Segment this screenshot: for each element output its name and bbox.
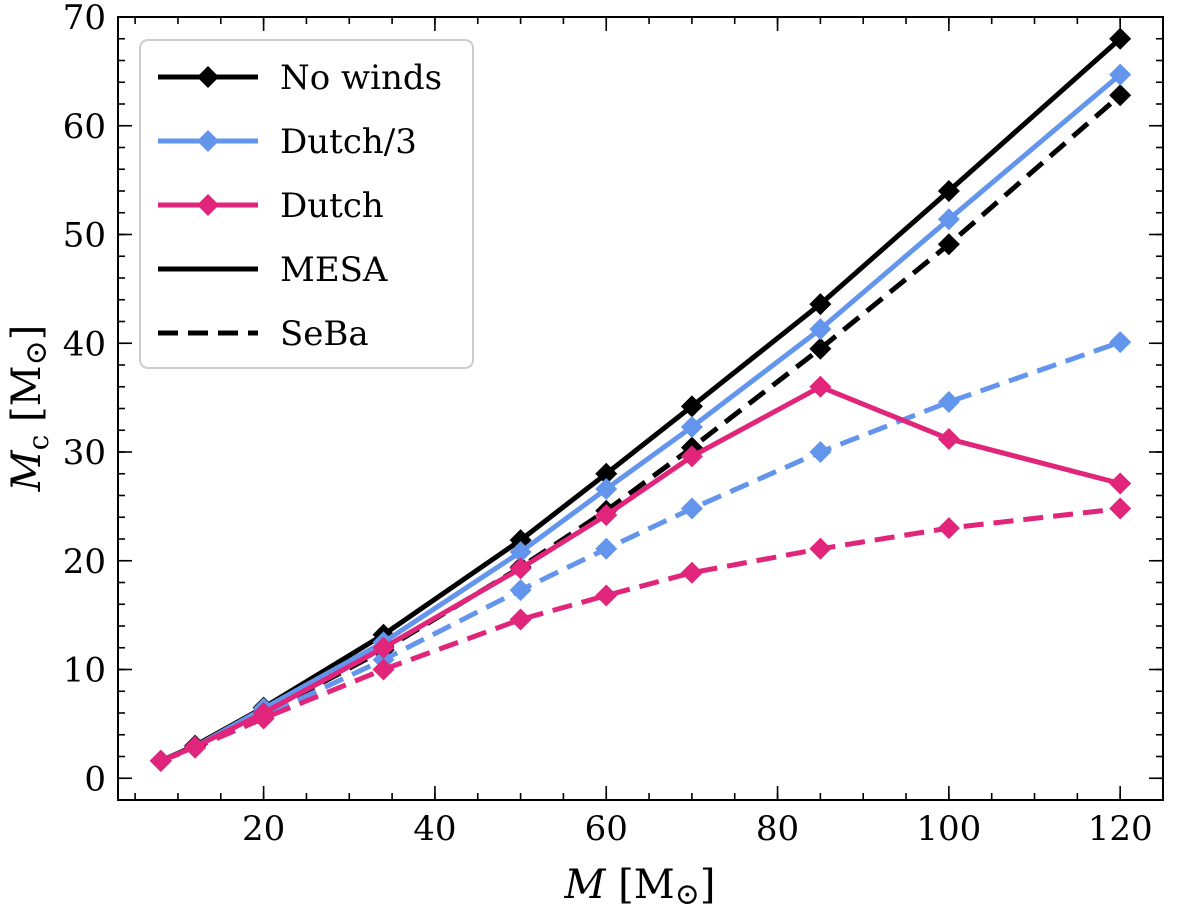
y-tick-label: 70	[63, 0, 106, 38]
legend-marker	[197, 66, 219, 88]
legend-entry-dutch-3: Dutch/3	[158, 122, 417, 162]
y-tick-label: 0	[84, 759, 106, 799]
data-point-dutch-3-mesa	[937, 208, 960, 231]
legend: No winds Dutch/3 Dutch MESA SeBa	[139, 39, 474, 369]
legend-marker	[197, 194, 219, 216]
data-point-dutch-3-seba	[937, 390, 960, 413]
data-point-dutch-seba	[1109, 497, 1132, 520]
x-tick-label: 40	[413, 809, 456, 849]
legend-label: Dutch/3	[280, 122, 417, 162]
legend-label: Dutch	[280, 186, 384, 226]
data-point-dutch-3-seba	[1109, 331, 1132, 354]
data-point-dutch-3-mesa	[509, 541, 532, 564]
data-point-no-winds-seba	[809, 337, 832, 360]
data-point-no-winds-mesa	[680, 395, 703, 418]
series-group	[149, 27, 1132, 772]
y-tick-label: 40	[63, 324, 106, 364]
data-point-dutch-seba	[509, 608, 532, 631]
data-point-dutch-mesa	[252, 702, 275, 724]
data-point-dutch-mesa	[149, 749, 172, 772]
data-point-dutch-mesa	[809, 375, 832, 398]
x-tick-label: 20	[242, 809, 285, 849]
data-point-dutch-mesa	[1109, 472, 1132, 495]
data-point-dutch-seba	[937, 517, 960, 540]
data-point-dutch-mesa	[372, 636, 395, 659]
data-point-dutch-3-seba	[809, 441, 832, 463]
data-point-no-winds-mesa	[937, 180, 960, 202]
data-point-no-winds-seba	[1109, 84, 1132, 107]
y-tick-label: 10	[63, 651, 106, 691]
x-tick-label: 80	[756, 809, 799, 849]
legend-label: No winds	[280, 58, 442, 98]
x-tick-label: 100	[916, 809, 981, 849]
data-point-dutch-mesa	[937, 427, 960, 450]
plot-frame	[117, 16, 1164, 801]
data-point-dutch-3-seba	[680, 497, 703, 520]
y-tick-label: 50	[63, 216, 106, 256]
x-axis-label: M [M⊙]	[564, 862, 716, 912]
data-point-dutch-mesa	[509, 557, 532, 580]
data-point-dutch-mesa	[595, 504, 618, 527]
y-tick-label: 30	[63, 433, 106, 473]
y-tick-label: 60	[63, 107, 106, 147]
x-tick-label: 120	[1088, 809, 1153, 849]
series-line-dutch-seba	[159, 506, 1121, 764]
data-point-dutch-seba	[809, 537, 832, 560]
data-point-no-winds-mesa	[1109, 27, 1132, 50]
y-tick-label: 20	[63, 542, 106, 582]
data-point-dutch-3-mesa	[680, 415, 703, 438]
data-point-dutch-3-seba	[509, 579, 532, 602]
legend-label: SeBa	[280, 314, 369, 354]
data-point-no-winds-mesa	[595, 462, 618, 485]
data-point-dutch-3-mesa	[809, 318, 832, 341]
legend-label: MESA	[280, 250, 388, 290]
data-point-dutch-mesa	[184, 735, 207, 758]
series-dutch-mesa	[149, 375, 1132, 772]
data-point-dutch-mesa	[680, 445, 703, 468]
data-point-dutch-seba	[680, 561, 703, 584]
legend-entry-dutch: Dutch	[158, 186, 384, 226]
data-point-no-winds-seba	[937, 233, 960, 256]
legend-marker	[197, 130, 219, 152]
data-point-dutch-3-mesa	[595, 477, 618, 500]
data-point-dutch-3-seba	[595, 537, 618, 560]
legend-entry-mesa: MESA	[158, 250, 388, 290]
series-line-dutch-mesa	[159, 384, 1121, 764]
data-point-no-winds-mesa	[809, 293, 832, 316]
legend-entry-no-winds: No winds	[158, 58, 442, 98]
data-point-dutch-seba	[372, 658, 395, 681]
legend-entry-seba: SeBa	[158, 314, 369, 354]
legend-box	[139, 39, 474, 369]
x-tick-label: 60	[585, 809, 628, 849]
data-point-dutch-seba	[595, 584, 618, 607]
tick-labels: 20 40 60 80 100 120 0 10 20 30 40 50 60 70	[63, 0, 1153, 849]
y-axis-label: Mc [M⊙]	[4, 325, 55, 493]
data-point-dutch-3-mesa	[1109, 63, 1132, 86]
